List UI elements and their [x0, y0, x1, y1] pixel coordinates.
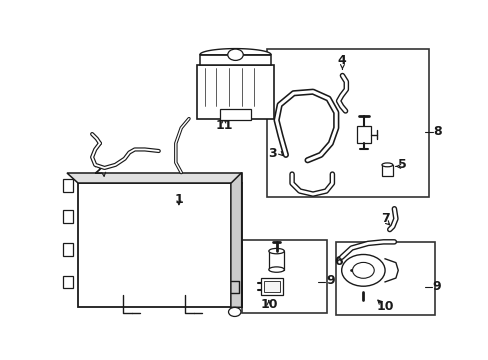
- Bar: [196, 65, 274, 119]
- Bar: [241, 239, 326, 313]
- Text: 9: 9: [431, 280, 440, 293]
- Text: 11: 11: [215, 119, 232, 132]
- Text: 4: 4: [337, 54, 346, 67]
- Bar: [336, 242, 434, 315]
- Bar: [220, 109, 250, 120]
- Bar: [381, 165, 392, 176]
- Text: 5: 5: [397, 158, 406, 171]
- Text: 3: 3: [267, 147, 276, 160]
- Text: 7: 7: [380, 212, 388, 225]
- Circle shape: [228, 307, 241, 316]
- Text: 10: 10: [376, 300, 393, 313]
- Text: 8: 8: [432, 125, 441, 138]
- Polygon shape: [200, 49, 270, 55]
- Ellipse shape: [268, 248, 284, 254]
- Polygon shape: [230, 172, 241, 307]
- Bar: [264, 281, 279, 292]
- Circle shape: [341, 255, 384, 286]
- Bar: [261, 278, 282, 295]
- Text: 2: 2: [94, 164, 102, 177]
- Bar: [63, 243, 73, 256]
- Bar: [63, 180, 73, 192]
- Text: 1: 1: [174, 193, 183, 206]
- Text: 6: 6: [334, 255, 342, 267]
- Bar: [63, 210, 73, 222]
- Circle shape: [352, 262, 373, 278]
- Ellipse shape: [381, 163, 392, 167]
- Ellipse shape: [268, 267, 284, 272]
- Bar: [266, 49, 428, 197]
- Polygon shape: [200, 55, 270, 65]
- Polygon shape: [67, 172, 241, 183]
- Bar: [356, 126, 370, 143]
- Circle shape: [227, 49, 243, 60]
- Bar: [268, 251, 284, 270]
- Bar: [63, 276, 73, 288]
- Bar: [78, 183, 241, 307]
- Text: 10: 10: [260, 298, 277, 311]
- Text: 9: 9: [325, 274, 334, 287]
